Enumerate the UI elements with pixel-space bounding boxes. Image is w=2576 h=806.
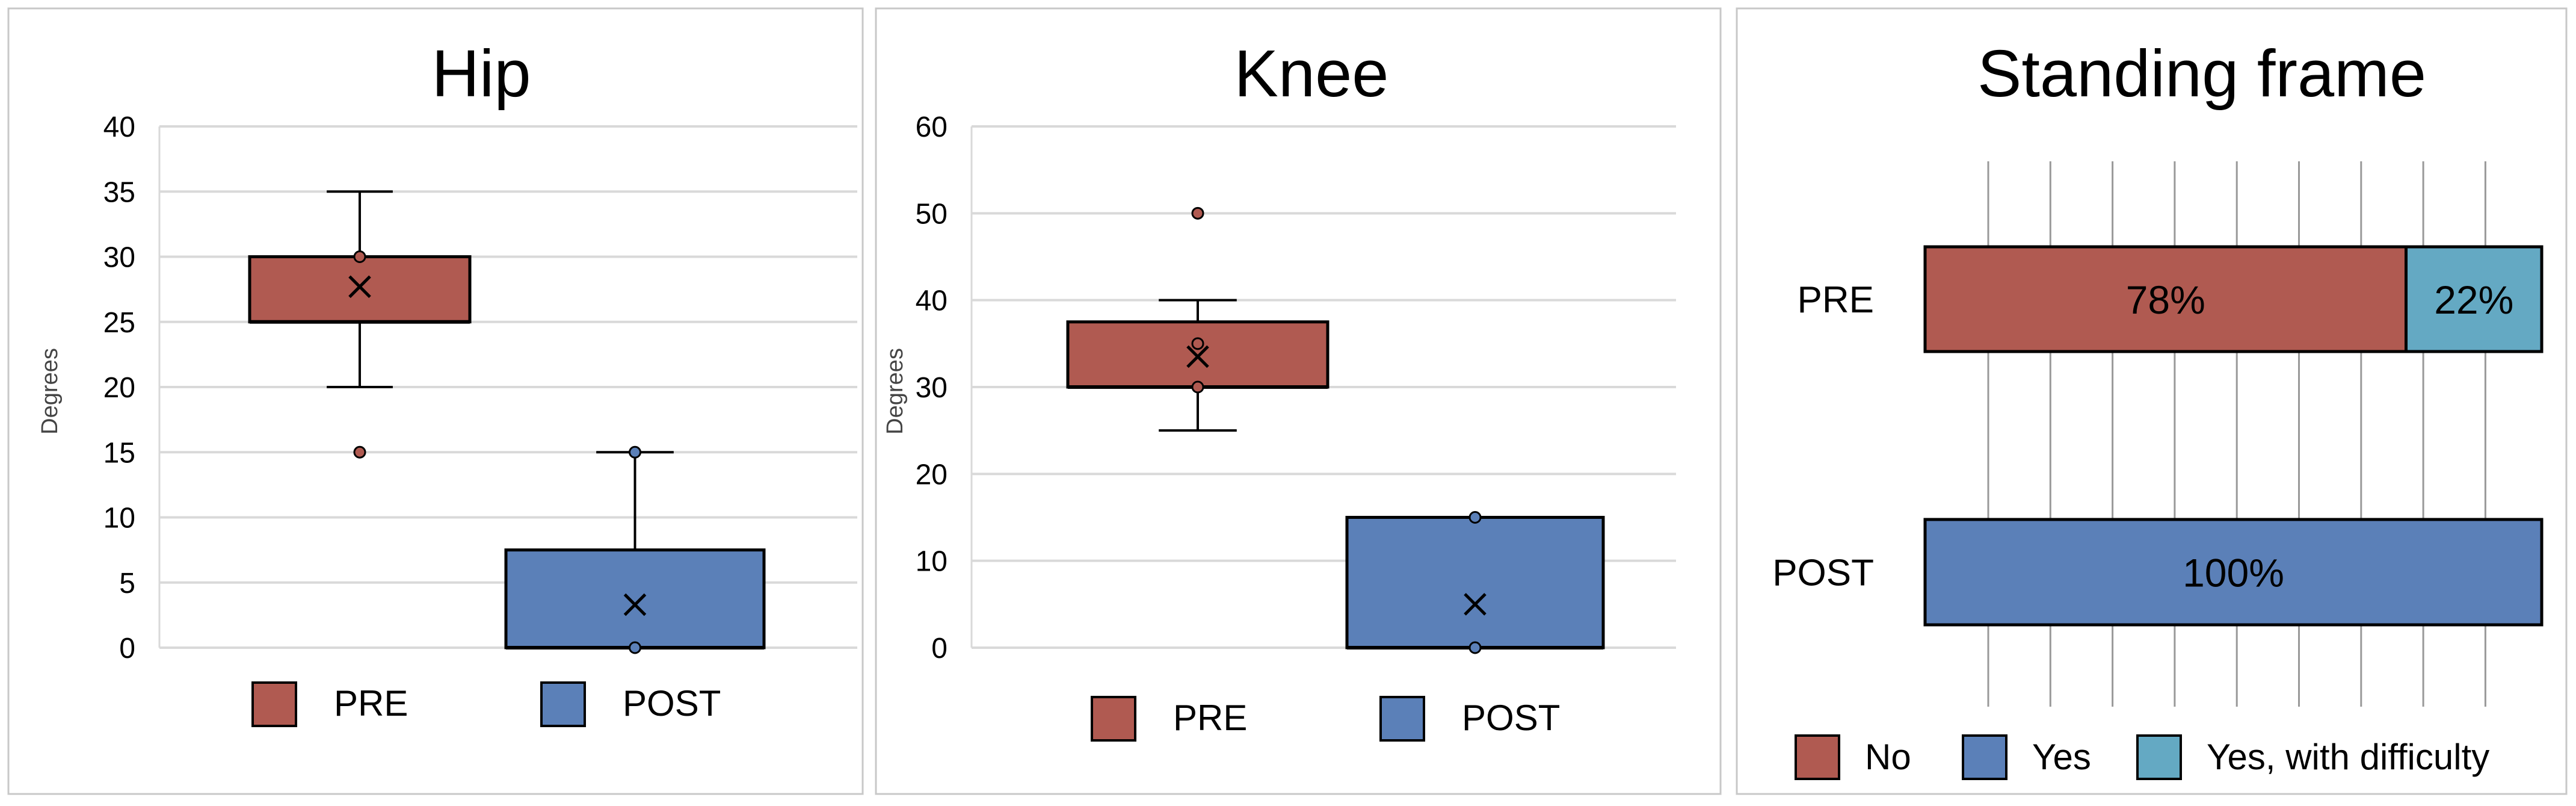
data-point	[1468, 511, 1482, 524]
data-point	[353, 250, 366, 263]
hip-ylabel: Degrees	[37, 348, 63, 435]
mean-marker	[1186, 345, 1209, 368]
y-tick-label: 40	[916, 285, 948, 317]
box-pre	[1066, 320, 1330, 389]
hip-panel	[7, 7, 864, 795]
legend-swatch	[2136, 734, 2182, 780]
standing-panel	[1736, 7, 2568, 795]
data-label: 22%	[2434, 277, 2513, 322]
data-point	[629, 445, 641, 459]
category-label: POST	[1772, 553, 1874, 594]
category-label: PRE	[1798, 279, 1874, 321]
data-label: 100%	[2183, 551, 2284, 595]
legend-swatch-post	[540, 681, 586, 727]
y-tick-label: 30	[916, 372, 948, 404]
y-tick-label: 10	[916, 546, 948, 578]
y-tick-label: 0	[119, 633, 135, 665]
legend-label: Yes, with difficulty	[2207, 737, 2489, 777]
legend-swatch-pre	[251, 681, 297, 727]
bar-segment	[1923, 245, 2408, 353]
y-tick-label: 50	[916, 198, 948, 230]
box-post	[504, 548, 766, 649]
box-pre	[248, 255, 472, 324]
legend-swatch	[1795, 734, 1840, 780]
y-tick-label: 20	[916, 459, 948, 491]
mean-marker	[348, 275, 371, 299]
y-tick-label: 15	[103, 437, 135, 469]
y-tick-label: 35	[103, 176, 135, 208]
data-point	[1191, 337, 1204, 350]
bar-segment	[1923, 518, 2544, 627]
knee-title: Knee	[1234, 37, 1389, 111]
legend-swatch-pre	[1091, 696, 1136, 742]
data-point	[1468, 641, 1482, 654]
outlier-point	[1191, 206, 1204, 220]
legend-label: PRE	[1173, 698, 1247, 738]
y-tick-label: 20	[103, 372, 135, 404]
data-label: 78%	[2126, 277, 2205, 322]
y-tick-label: 25	[103, 307, 135, 339]
knee-ylabel: Degrees	[883, 348, 908, 435]
legend-label: POST	[623, 683, 721, 724]
y-tick-label: 0	[931, 633, 948, 665]
bar-segment	[2405, 245, 2544, 353]
data-point	[629, 641, 641, 654]
box-post	[1345, 516, 1605, 649]
legend-label: Yes	[2032, 737, 2091, 777]
legend-label: No	[1865, 737, 1911, 777]
legend-label: PRE	[334, 683, 408, 724]
y-tick-label: 40	[103, 111, 135, 143]
legend-swatch-post	[1379, 696, 1425, 742]
y-tick-label: 10	[103, 503, 135, 535]
outlier-point	[353, 445, 366, 459]
knee-panel	[875, 7, 1722, 795]
y-tick-label: 5	[119, 568, 135, 600]
mean-marker	[1464, 593, 1487, 616]
mean-marker	[623, 593, 647, 616]
hip-title: Hip	[431, 37, 531, 111]
legend-label: POST	[1462, 698, 1560, 738]
y-tick-label: 30	[103, 242, 135, 274]
legend-swatch	[1962, 734, 2007, 780]
data-point	[1191, 380, 1204, 394]
standing-title: Standing frame	[1977, 37, 2426, 111]
y-tick-label: 60	[916, 111, 948, 143]
